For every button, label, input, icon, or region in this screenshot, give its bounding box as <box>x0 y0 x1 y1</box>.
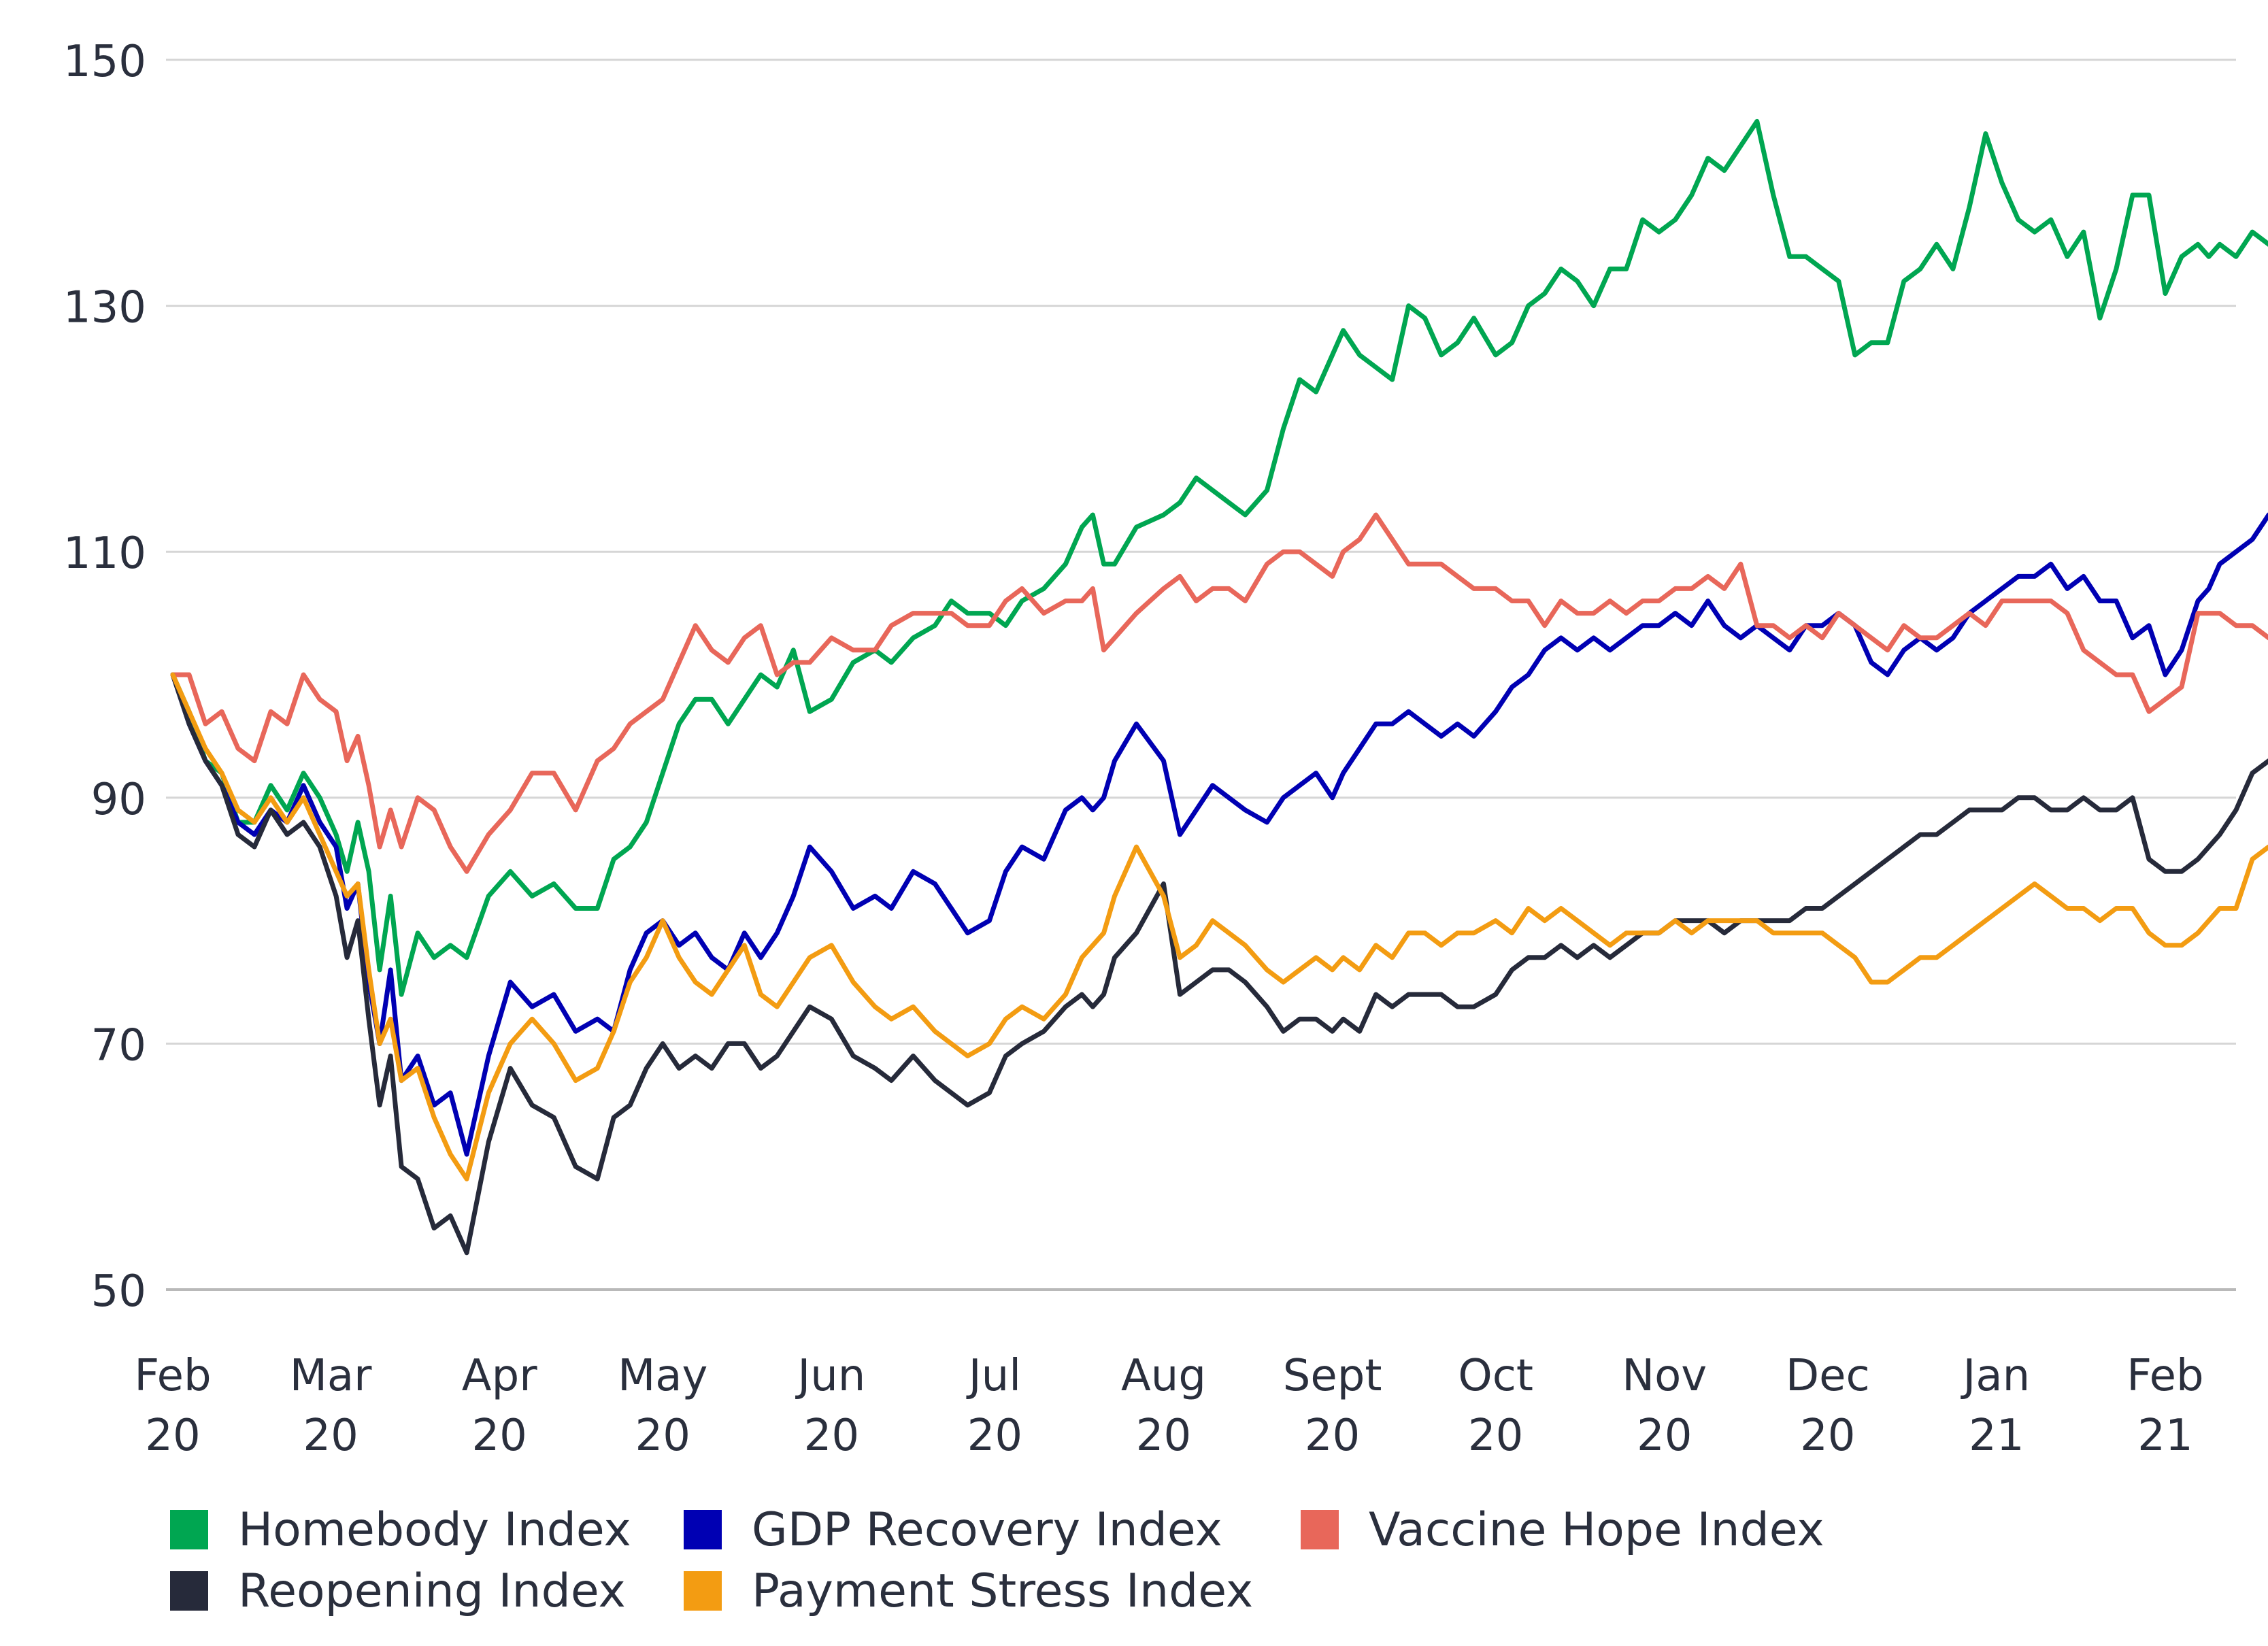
x-tick-label-month: Nov <box>1622 1351 1707 1401</box>
series-line-gdp-recovery-index <box>170 512 2268 1157</box>
legend-label-reopening-index: Reopening Index <box>238 1564 626 1618</box>
x-tick-label-year: 20 <box>1305 1411 1360 1461</box>
y-tick-label: 110 <box>63 528 146 579</box>
y-tick-label: 50 <box>91 1266 146 1317</box>
legend: Homebody Index GDP Recovery Index Vaccine … <box>170 1503 1824 1618</box>
legend-swatch-gdp-recovery-index <box>684 1510 722 1549</box>
x-tick-label-year: 20 <box>1800 1411 1855 1461</box>
series-line-reopening-index <box>170 672 2268 1256</box>
series-layer <box>170 118 2268 1256</box>
series-line-homebody-index <box>170 118 2268 997</box>
x-tick-label-month: Mar <box>290 1351 372 1401</box>
y-tick-label: 90 <box>91 775 146 825</box>
x-tick-label-month: Feb <box>2127 1351 2203 1401</box>
x-tick-label-month: Oct <box>1458 1351 1533 1401</box>
x-tick-label-year: 20 <box>471 1411 527 1461</box>
series-line-vaccine-hope-index <box>170 512 2268 874</box>
legend-label-homebody-index: Homebody Index <box>238 1503 631 1557</box>
y-tick-label: 70 <box>91 1020 146 1071</box>
x-tick-label-year: 20 <box>967 1411 1022 1461</box>
legend-label-gdp-recovery-index: GDP Recovery Index <box>752 1503 1222 1557</box>
x-tick-label-year: 21 <box>1969 1411 2024 1461</box>
x-tick-label-year: 20 <box>635 1411 690 1461</box>
x-tick-label-month: Apr <box>462 1351 537 1401</box>
legend-swatch-payment-stress-index <box>684 1571 722 1611</box>
legend-swatch-reopening-index <box>170 1571 208 1611</box>
x-tick-label-year: 20 <box>145 1411 200 1461</box>
y-tick-label: 130 <box>63 283 146 333</box>
legend-label-payment-stress-index: Payment Stress Index <box>752 1564 1253 1618</box>
x-tick-label-year: 21 <box>2137 1411 2192 1461</box>
x-axis-ticks: Feb 20 Mar 20 Apr 20 May 20 Jun 20 Jul 20 Aug 20 Sept 2… <box>134 1351 2203 1461</box>
x-tick-label-year: 20 <box>303 1411 358 1461</box>
x-tick-label-month: Feb <box>134 1351 211 1401</box>
x-tick-label-month: May <box>618 1351 707 1401</box>
y-axis-ticks: 50 70 90 110 130 150 <box>63 37 146 1317</box>
x-tick-label-year: 20 <box>1637 1411 1692 1461</box>
x-tick-label-month: Jan <box>1961 1351 2031 1401</box>
x-tick-label-month: Sept <box>1283 1351 1382 1401</box>
x-tick-label-year: 20 <box>1136 1411 1191 1461</box>
legend-label-vaccine-hope-index: Vaccine Hope Index <box>1369 1503 1824 1557</box>
x-tick-label-month: Dec <box>1786 1351 1870 1401</box>
x-tick-label-year: 20 <box>804 1411 859 1461</box>
y-tick-label: 150 <box>63 37 146 87</box>
legend-swatch-homebody-index <box>170 1510 208 1549</box>
x-tick-label-month: Jul <box>966 1351 1021 1401</box>
x-tick-label-month: Jun <box>795 1351 865 1401</box>
series-line-payment-stress-index <box>170 672 2268 1181</box>
x-tick-label-year: 20 <box>1468 1411 1523 1461</box>
x-tick-label-month: Aug <box>1121 1351 1206 1401</box>
legend-swatch-vaccine-hope-index <box>1301 1510 1339 1549</box>
